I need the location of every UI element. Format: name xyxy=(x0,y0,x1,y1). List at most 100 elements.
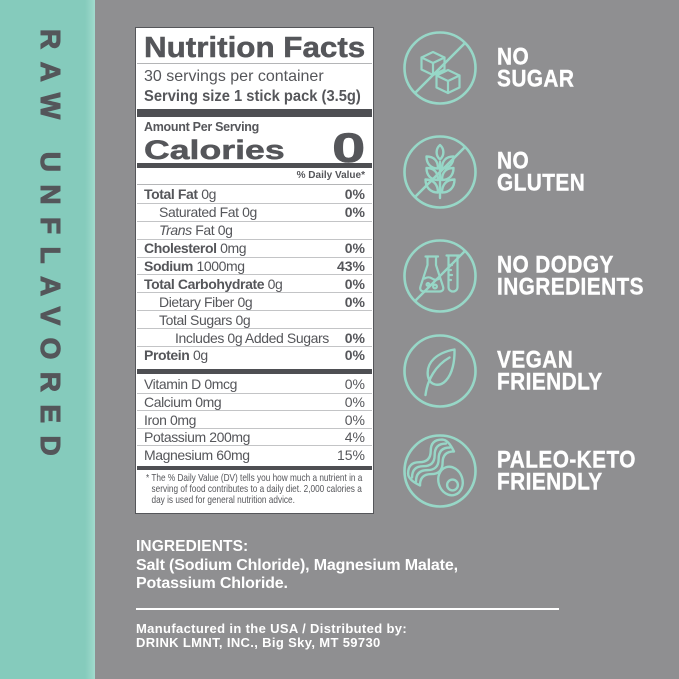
nutrient-label: Potassium 200mg xyxy=(144,429,251,446)
nutrient-label: Total Fat 0g xyxy=(144,186,216,202)
vitamin-row-potassium: Potassium 200mg 4% xyxy=(137,427,372,446)
nutrient-percent: 0% xyxy=(344,394,365,411)
badge-label-line1: NO xyxy=(497,147,530,175)
no-dodgy-ingredients-icon xyxy=(403,239,477,313)
nutrient-name: Includes 0g Added Sugars xyxy=(175,329,329,346)
nutrient-row-dietary-fiber: Dietary Fiber 0g 0% xyxy=(137,292,372,310)
nutrient-name: Sodium xyxy=(144,258,193,274)
badge-label: NO SUGAR xyxy=(497,43,588,92)
nutrient-percent: 0% xyxy=(344,376,365,393)
amount-per-serving-label: Amount Per Serving xyxy=(144,120,259,134)
footnote-line: day is used for general nutrition advice… xyxy=(151,494,295,506)
nutrient-name: Cholesterol xyxy=(144,240,217,257)
nutrient-amount: 0g xyxy=(235,311,251,328)
vitamin-row-calcium: Calcium 0mg 0% xyxy=(137,392,372,411)
badge-no-gluten: NO GLUTEN xyxy=(403,135,679,209)
calories-label: Calories xyxy=(144,135,285,165)
nutrient-row-total-fat: Total Fat 0g 0% xyxy=(137,185,372,203)
vegan-friendly-icon xyxy=(403,334,477,408)
nutrient-rows: Total Fat 0g 0% Saturated Fat 0g 0% Trans Fat… xyxy=(137,185,372,364)
vitamin-row-iron: Iron 0mg 0% xyxy=(137,410,372,428)
badge-label: VEGAN FRIENDLY xyxy=(497,346,621,395)
nutrient-percent: 0% xyxy=(344,329,365,346)
nutrient-label: Cholesterol 0mg xyxy=(144,240,247,257)
nutrient-amount: 0g xyxy=(242,204,257,221)
section-bar xyxy=(137,368,372,374)
daily-value-header: % Daily Value* xyxy=(137,168,372,185)
nutrient-name: Total Sugars xyxy=(159,311,233,328)
badge-label-line1: PALEO-KETO xyxy=(497,446,636,474)
badge-label-line2: INGREDIENTS xyxy=(497,273,644,300)
nutrient-amount: 0g xyxy=(201,185,216,202)
nutrient-amount: 0g xyxy=(267,275,283,292)
badge-no-sugar: NO SUGAR xyxy=(403,31,679,105)
vitamin-row-vitamin-d: Vitamin D 0mcg 0% xyxy=(137,375,372,393)
nutrient-name-italic: Trans xyxy=(159,222,192,239)
nutrient-percent: 0% xyxy=(344,204,365,221)
badge-label-line2: GLUTEN xyxy=(497,169,586,196)
vitamin-row-magnesium: Magnesium 60mg 15% xyxy=(137,445,372,463)
paleo-keto-friendly-icon xyxy=(403,434,477,508)
nutrient-percent: 0% xyxy=(344,275,365,292)
nutrition-facts-panel: Nutrition Facts 30 servings per containe… xyxy=(135,27,374,514)
badge-label-line2: FRIENDLY xyxy=(497,468,603,495)
ingredients-heading: INGREDIENTS: xyxy=(136,538,249,555)
nutrient-percent: 0% xyxy=(344,411,365,428)
calories-value: 0 xyxy=(331,124,365,171)
flavor-strip: RAW UNFLAVORED xyxy=(0,0,95,679)
distributor-line: DRINK LMNT, INC., Big Sky, MT 59730 xyxy=(136,635,381,651)
ingredients-line: Salt (Sodium Chloride), Magnesium Malate… xyxy=(136,556,458,574)
nutrient-row-cholesterol: Cholesterol 0mg 0% xyxy=(137,238,372,257)
nutrient-row-added-sugars: Includes 0g Added Sugars 0% xyxy=(137,328,372,346)
nutrient-row-protein: Protein 0g 0% xyxy=(137,346,372,364)
badge-label: NO GLUTEN xyxy=(497,147,601,196)
badge-label-line1: NO xyxy=(497,43,530,71)
calories-row: Calories 0 xyxy=(144,124,366,171)
nutrient-percent: 43% xyxy=(336,258,365,274)
nutrient-label: Vitamin D 0mcg xyxy=(144,376,237,393)
nutrient-percent: 0% xyxy=(344,240,365,257)
section-bar xyxy=(137,466,372,471)
vitamin-rows: Vitamin D 0mcg 0% Calcium 0mg 0% Iron 0mg 0… xyxy=(137,375,372,463)
badge-vegan-friendly: VEGAN FRIENDLY xyxy=(403,334,679,408)
nutrient-label: Calcium 0mg xyxy=(144,394,222,411)
nutrient-name: Total Fat xyxy=(144,185,198,202)
nutrient-name: Protein xyxy=(144,347,190,364)
badge-label-line1: NO DODGY xyxy=(497,251,614,279)
manufactured-line: Manufactured in the USA / Distributed by… xyxy=(136,621,407,636)
ingredients-block: INGREDIENTS: Salt (Sodium Chloride), Mag… xyxy=(136,538,458,594)
badge-no-dodgy-ingredients: NO DODGY INGREDIENTS xyxy=(403,239,679,313)
nutrient-row-trans-fat: Trans Fat 0g xyxy=(137,220,372,239)
nutrient-percent: 15% xyxy=(336,446,365,463)
nutrient-percent: 0% xyxy=(344,347,365,364)
no-sugar-icon xyxy=(403,31,477,105)
nutrient-label: Dietary Fiber 0g xyxy=(159,293,253,310)
badge-label-line2: SUGAR xyxy=(497,65,575,92)
nutrient-percent: 0% xyxy=(344,293,365,310)
ingredients-line: Potassium Chloride. xyxy=(136,575,288,593)
nutrient-amount: 0g xyxy=(192,347,208,364)
badge-label-line2: FRIENDLY xyxy=(497,368,603,395)
nutrient-row-sodium: Sodium 1000mg 43% xyxy=(137,256,372,275)
nutrient-row-total-carbohydrate: Total Carbohydrate 0g 0% xyxy=(137,274,372,292)
nutrition-facts-title: Nutrition Facts xyxy=(144,32,366,64)
divider-line xyxy=(137,63,372,64)
badge-label-line1: VEGAN xyxy=(497,346,574,374)
nutrient-amount: 0g xyxy=(237,293,253,310)
badge-label: PALEO-KETO FRIENDLY xyxy=(497,446,660,495)
nutrient-row-saturated-fat: Saturated Fat 0g 0% xyxy=(137,202,372,221)
no-gluten-icon xyxy=(403,135,477,209)
manufacturer-block: Manufactured in the USA / Distributed by… xyxy=(136,621,407,651)
section-bar xyxy=(137,163,372,168)
section-bar xyxy=(137,108,372,117)
badge-paleo-keto-friendly: PALEO-KETO FRIENDLY xyxy=(403,434,679,508)
nutrient-label: Total Sugars 0g xyxy=(159,311,251,328)
daily-value-footnote: * The % Daily Value (DV) tells you how m… xyxy=(144,470,365,505)
nutrient-amount: 1000mg xyxy=(196,258,245,274)
nutrient-amount: Fat 0g xyxy=(195,222,233,239)
nutrient-label: Includes 0g Added Sugars xyxy=(175,330,329,346)
nutrient-label: Saturated Fat 0g xyxy=(159,204,257,220)
nutrient-label: Magnesium 60mg xyxy=(144,446,250,463)
servings-per-container: 30 servings per container xyxy=(144,67,324,85)
nutrient-label: Sodium 1000mg xyxy=(144,258,245,274)
